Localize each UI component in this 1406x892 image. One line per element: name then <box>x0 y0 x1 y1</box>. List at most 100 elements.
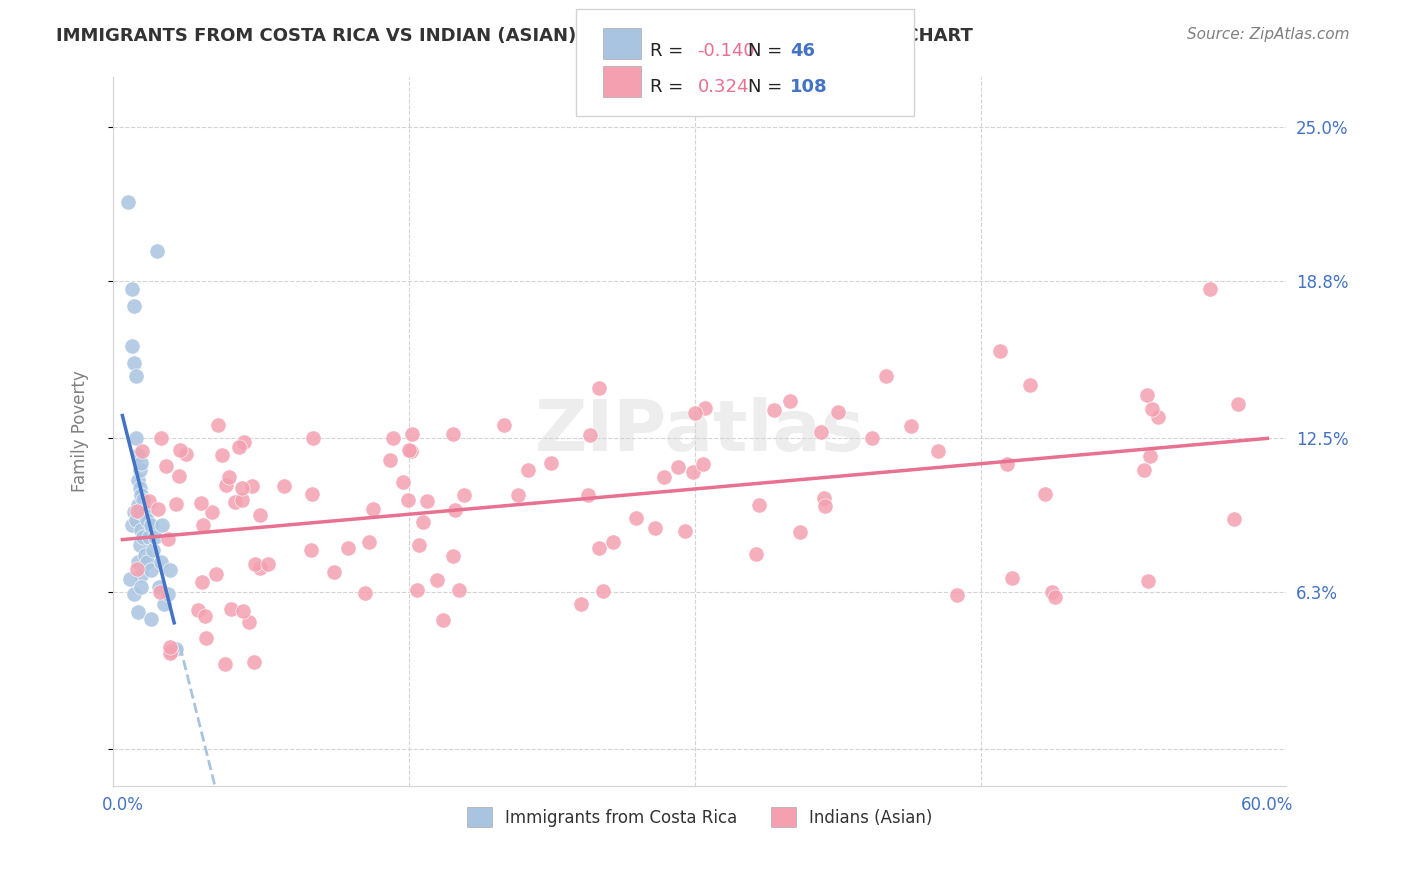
Point <box>412 515 434 529</box>
Point <box>1226 396 1249 410</box>
Point <box>159 646 181 660</box>
Point <box>159 563 181 577</box>
Point <box>494 418 516 433</box>
Point <box>131 580 153 594</box>
Point <box>155 458 177 473</box>
Point <box>517 463 540 477</box>
Point <box>1139 450 1161 464</box>
Point <box>149 555 172 569</box>
Point <box>131 488 153 502</box>
Point <box>191 574 214 589</box>
Point <box>153 598 176 612</box>
Text: 108: 108 <box>790 78 828 96</box>
Point <box>1199 282 1222 296</box>
Point <box>692 457 714 471</box>
Text: IMMIGRANTS FROM COSTA RICA VS INDIAN (ASIAN) FAMILY POVERTY CORRELATION CHART: IMMIGRANTS FROM COSTA RICA VS INDIAN (AS… <box>56 27 973 45</box>
Point <box>748 498 770 512</box>
Point <box>190 496 212 510</box>
Point <box>408 537 430 551</box>
Point <box>453 488 475 502</box>
Point <box>127 473 149 487</box>
Point <box>127 562 149 576</box>
Point <box>215 478 238 492</box>
Point <box>169 443 191 458</box>
Point <box>763 403 786 417</box>
Point <box>1040 585 1063 599</box>
Point <box>233 434 256 449</box>
Point <box>391 475 413 489</box>
Point <box>444 502 467 516</box>
Point <box>139 612 162 626</box>
Point <box>441 426 464 441</box>
Point <box>240 479 263 493</box>
Text: R =: R = <box>650 42 689 60</box>
Point <box>361 502 384 516</box>
Point <box>139 517 162 532</box>
Point <box>827 405 849 419</box>
Point <box>231 493 253 508</box>
Point <box>399 444 422 458</box>
Point <box>814 500 837 514</box>
Point <box>121 339 143 353</box>
Point <box>127 605 149 619</box>
Point <box>131 444 153 458</box>
Point <box>122 505 145 519</box>
Point <box>201 505 224 519</box>
Point <box>588 541 610 556</box>
Point <box>211 448 233 462</box>
Point <box>1133 463 1156 477</box>
Text: N =: N = <box>748 78 787 96</box>
Point <box>121 517 143 532</box>
Point <box>127 448 149 462</box>
Point <box>416 493 439 508</box>
Text: ZIPatlas: ZIPatlas <box>534 397 865 467</box>
Point <box>592 583 614 598</box>
Point <box>232 604 254 618</box>
Point <box>136 555 159 569</box>
Point <box>683 406 706 420</box>
Point <box>132 492 155 507</box>
Point <box>988 343 1011 358</box>
Text: 0.324: 0.324 <box>697 78 749 96</box>
Legend: Immigrants from Costa Rica, Indians (Asian): Immigrants from Costa Rica, Indians (Asi… <box>460 800 939 834</box>
Point <box>165 497 187 511</box>
Point <box>219 601 242 615</box>
Point <box>125 431 148 445</box>
Point <box>995 457 1018 471</box>
Point <box>131 567 153 582</box>
Point <box>789 524 811 539</box>
Point <box>125 504 148 518</box>
Point <box>441 549 464 564</box>
Point <box>357 535 380 549</box>
Point <box>242 655 264 669</box>
Point <box>744 547 766 561</box>
Point <box>426 573 449 587</box>
Text: Source: ZipAtlas.com: Source: ZipAtlas.com <box>1187 27 1350 42</box>
Point <box>128 481 150 495</box>
Point <box>301 487 323 501</box>
Point <box>860 431 883 445</box>
Point <box>152 517 174 532</box>
Point <box>945 588 967 602</box>
Point <box>299 542 322 557</box>
Point <box>207 418 229 433</box>
Point <box>160 644 183 658</box>
Point <box>624 511 647 525</box>
Point <box>1001 571 1024 585</box>
Point <box>122 356 145 370</box>
Point <box>1140 402 1163 417</box>
Point <box>165 642 187 657</box>
Point <box>273 479 295 493</box>
Point <box>148 580 170 594</box>
Point <box>121 282 143 296</box>
Point <box>1223 511 1246 525</box>
Point <box>398 443 420 458</box>
Point <box>666 460 689 475</box>
Point <box>875 368 897 383</box>
Point <box>127 555 149 569</box>
Point <box>146 501 169 516</box>
Point <box>159 640 181 654</box>
Point <box>673 524 696 538</box>
Point <box>323 565 346 579</box>
Point <box>117 194 139 209</box>
